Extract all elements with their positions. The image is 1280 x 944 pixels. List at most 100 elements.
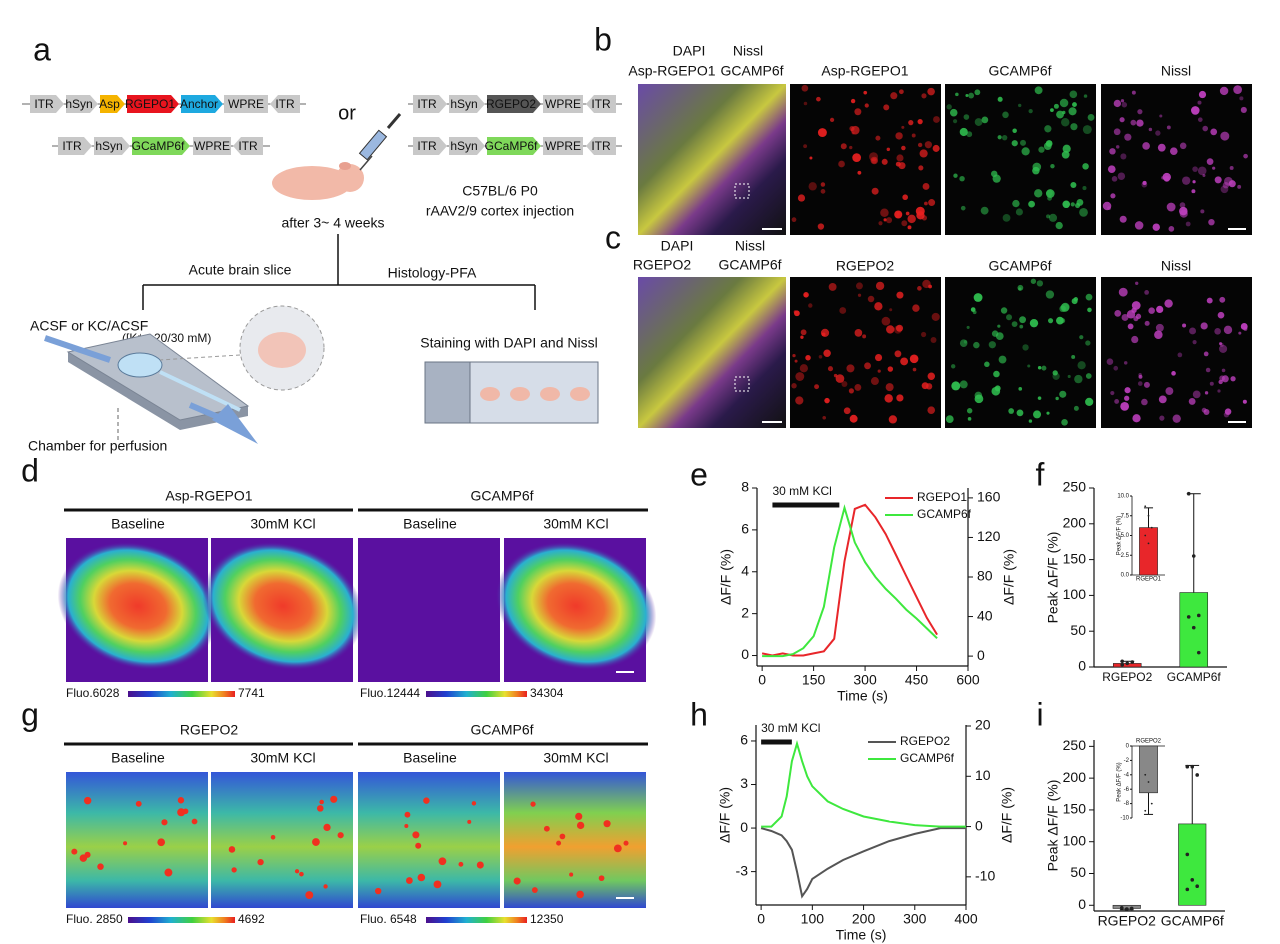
hot-spot [471, 801, 477, 806]
cell [898, 162, 906, 170]
cell [801, 84, 809, 92]
cell [1198, 90, 1207, 99]
channel-label: GCAMP6f [720, 63, 783, 79]
cell [1021, 147, 1030, 156]
cell [959, 127, 968, 137]
data-point [1125, 661, 1130, 666]
cell [875, 281, 885, 291]
cell [1219, 86, 1229, 96]
cell [927, 87, 935, 96]
cell [1027, 364, 1031, 368]
cell [993, 370, 1000, 378]
merge-image [638, 84, 786, 235]
slide-section [540, 387, 560, 401]
construct-label: WPRE [228, 97, 264, 111]
cell [998, 355, 1007, 364]
condition-label: 30mM KCl [250, 516, 315, 532]
y-tick-label: -8 [1124, 801, 1130, 807]
cell [1200, 209, 1205, 214]
cell [835, 374, 845, 383]
cell [1197, 166, 1207, 176]
cell [1205, 367, 1211, 373]
hot-spot [569, 872, 574, 877]
construct-element [413, 137, 447, 155]
cell [907, 225, 912, 230]
hot-spot [323, 823, 331, 832]
x-tick-label: 300 [853, 672, 877, 688]
cell [884, 394, 893, 403]
cell [838, 160, 845, 168]
construct-label: Anchor [180, 97, 218, 111]
hot-spot [97, 863, 104, 870]
cell [1110, 390, 1115, 396]
cell [1072, 102, 1077, 107]
data-point [1147, 542, 1150, 545]
cell [911, 133, 916, 138]
cell [1115, 145, 1120, 149]
hot-spot [294, 869, 300, 874]
cell [1055, 221, 1063, 230]
construct-label: hSyn [65, 97, 92, 111]
y-tick-label: 0 [1126, 744, 1130, 750]
cell [1219, 296, 1226, 303]
cell [795, 372, 805, 381]
cell [1028, 108, 1033, 114]
cell [1206, 297, 1213, 304]
cell [1008, 408, 1015, 414]
colorbar [128, 691, 235, 697]
bar [1139, 745, 1158, 794]
chamber-label: Chamber for perfusion [28, 438, 167, 454]
cell [1079, 208, 1088, 217]
cell [1203, 351, 1209, 357]
construct-element [127, 95, 179, 113]
x-axis-label: Time (s) [836, 927, 887, 943]
construct-element [30, 95, 64, 113]
cell [1230, 376, 1236, 382]
column-title: GCAMP6f [988, 63, 1051, 79]
x-tick-label: 0 [758, 672, 766, 688]
cell [917, 119, 923, 125]
hot-spot [417, 873, 426, 882]
cell [799, 364, 808, 373]
cell [1113, 128, 1121, 136]
hot-spot [316, 805, 324, 812]
cell [1192, 166, 1198, 172]
hot-spot [433, 880, 442, 889]
y-tick-label: 2 [741, 604, 749, 620]
cell [854, 329, 863, 337]
staining-label: Staining with DAPI and Nissl [420, 335, 597, 351]
cell [1022, 344, 1029, 351]
y-tick-label: 7.5 [1121, 513, 1130, 519]
data-point [1120, 659, 1125, 664]
data-point [1147, 514, 1150, 517]
cell [1239, 96, 1244, 101]
y-tick-label: 0 [740, 819, 748, 835]
heatmap [211, 772, 353, 908]
colorbar [128, 917, 235, 923]
cell [931, 312, 940, 321]
construct-label: ITR [591, 97, 611, 111]
cell [1237, 184, 1242, 189]
cell [1070, 181, 1077, 188]
cell [1070, 123, 1078, 131]
cell [959, 339, 968, 347]
or-label: or [338, 102, 356, 124]
cell [974, 391, 983, 400]
condition-label: 30mM KCl [543, 750, 608, 766]
cell [933, 116, 940, 123]
cell [877, 369, 881, 373]
hot-spot [476, 861, 484, 869]
micro-image [790, 277, 941, 428]
cell [1154, 330, 1163, 340]
y2-tick-label: 20 [975, 717, 991, 733]
cell [820, 182, 826, 187]
panel-letter: d [21, 452, 39, 488]
colorbar-max: 34304 [530, 686, 564, 700]
construct-label: ITR [62, 139, 82, 153]
cell [883, 218, 887, 222]
construct-label: WPRE [545, 97, 581, 111]
cell [973, 293, 983, 302]
cell [794, 359, 798, 363]
cell [1075, 203, 1081, 209]
